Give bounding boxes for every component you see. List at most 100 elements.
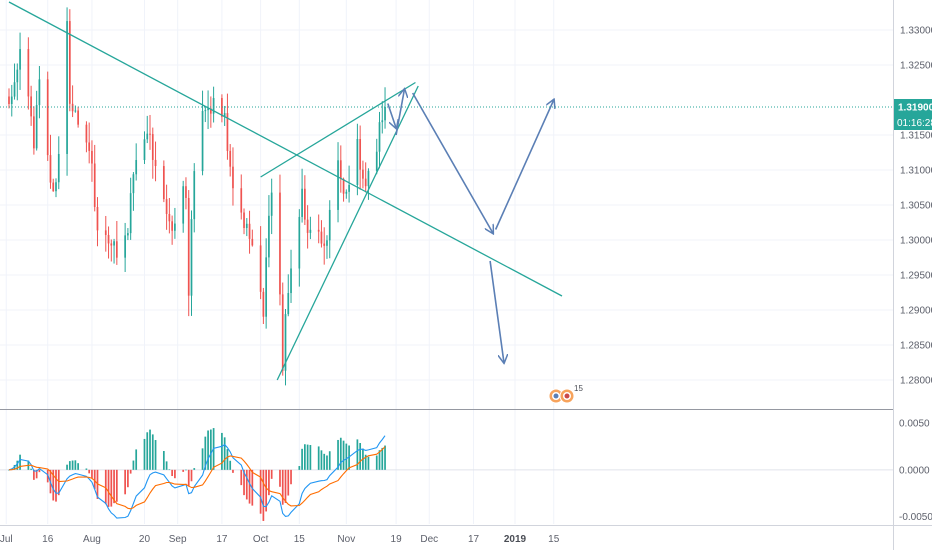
candle bbox=[378, 111, 381, 169]
candle-body bbox=[113, 241, 115, 246]
candle-body bbox=[96, 206, 99, 231]
time-tick-label: 17 bbox=[216, 534, 228, 545]
histogram-bar bbox=[201, 448, 204, 470]
projection-arrow[interactable] bbox=[395, 90, 404, 136]
time-tick-label: Sep bbox=[169, 534, 187, 545]
candle bbox=[364, 162, 367, 193]
candle bbox=[143, 131, 146, 164]
candle bbox=[320, 220, 323, 248]
price-tick-label: 1.30000 bbox=[900, 236, 932, 247]
svg-text:15: 15 bbox=[574, 384, 583, 393]
candle-body bbox=[146, 133, 149, 140]
candle-body bbox=[364, 178, 367, 187]
candle bbox=[326, 235, 328, 259]
histogram-bar bbox=[38, 469, 41, 473]
candle-body bbox=[174, 223, 176, 231]
histogram-bar bbox=[190, 469, 193, 482]
time-tick-label: 19 bbox=[391, 534, 403, 545]
candle bbox=[49, 134, 52, 189]
candle-body bbox=[268, 215, 270, 258]
candle bbox=[154, 141, 157, 182]
candle bbox=[342, 177, 345, 202]
candle bbox=[8, 88, 10, 109]
candle bbox=[362, 160, 364, 189]
candle-body bbox=[212, 98, 215, 114]
price-axis[interactable]: 1.33000 1.32500 1.31500 1.31000 1.30500 1.300… bbox=[894, 26, 932, 387]
candle bbox=[339, 145, 342, 193]
histogram-bar bbox=[107, 469, 110, 507]
projection-arrow[interactable] bbox=[411, 92, 493, 233]
histogram-bar bbox=[381, 447, 384, 470]
candle bbox=[190, 210, 193, 316]
candle-body bbox=[342, 178, 345, 194]
candle bbox=[104, 215, 107, 252]
candle bbox=[27, 37, 30, 110]
candle bbox=[107, 226, 110, 259]
candle bbox=[248, 210, 251, 254]
candle bbox=[284, 309, 287, 386]
candle bbox=[77, 106, 79, 128]
indicator-axis[interactable]: 0.0050 0.0000 -0.0050 bbox=[899, 419, 932, 523]
histogram-bar bbox=[35, 469, 38, 479]
candle bbox=[13, 63, 16, 100]
current-price-label: 1.31900 bbox=[898, 103, 932, 114]
candle-body bbox=[201, 110, 204, 172]
candle bbox=[204, 106, 207, 123]
candle bbox=[303, 175, 306, 226]
histogram-bar bbox=[77, 463, 79, 470]
candle bbox=[110, 239, 113, 262]
time-tick-label: Aug bbox=[83, 534, 101, 545]
candle-body bbox=[384, 107, 386, 121]
candle bbox=[221, 94, 223, 123]
time-tick-label: 15 bbox=[294, 534, 306, 545]
candle bbox=[30, 85, 32, 126]
price-tick-label: 1.33000 bbox=[900, 26, 932, 37]
candle-body bbox=[16, 69, 19, 83]
candle-body bbox=[279, 192, 281, 295]
projection-arrow[interactable] bbox=[489, 260, 504, 363]
histogram-bar bbox=[68, 461, 71, 470]
candle-body bbox=[168, 213, 171, 222]
projection-arrow[interactable] bbox=[494, 100, 554, 230]
candle bbox=[209, 96, 212, 128]
trendline[interactable] bbox=[8, 1, 563, 297]
histogram-bar bbox=[71, 460, 74, 470]
candle-body bbox=[91, 150, 93, 164]
histogram-bar bbox=[168, 469, 171, 471]
candle-body bbox=[193, 171, 196, 220]
time-axis[interactable]: Jul 16 Aug 20 Sep 17 Oct 15 Nov 19 Dec 17 2019 15 bbox=[0, 534, 560, 545]
countdown-label: 01:16:28 bbox=[897, 118, 932, 129]
candle-body bbox=[151, 134, 154, 160]
events-icon[interactable]: 15 bbox=[548, 384, 583, 404]
candle-body bbox=[10, 96, 13, 105]
candle-body bbox=[68, 21, 71, 104]
histogram-bar bbox=[221, 432, 223, 470]
histogram-bar bbox=[204, 436, 207, 470]
candle bbox=[146, 115, 149, 144]
projection-arrow[interactable] bbox=[387, 103, 396, 129]
trendline[interactable] bbox=[260, 81, 416, 178]
histogram-bar bbox=[143, 438, 146, 470]
candle bbox=[337, 142, 339, 223]
candle-body bbox=[240, 188, 243, 213]
price-pane bbox=[8, 7, 386, 386]
candle-body bbox=[129, 193, 132, 234]
histogram-bar bbox=[182, 469, 185, 472]
candle bbox=[68, 9, 71, 112]
candle-body bbox=[104, 230, 107, 235]
candle-body bbox=[71, 103, 74, 112]
trendline[interactable] bbox=[276, 85, 419, 381]
histogram-bar bbox=[154, 440, 157, 470]
candle bbox=[262, 287, 265, 325]
histogram-bar bbox=[52, 469, 55, 501]
candle-body bbox=[162, 166, 165, 200]
time-tick-label: Dec bbox=[420, 534, 438, 545]
histogram-bar bbox=[367, 456, 370, 470]
histogram-bar bbox=[245, 469, 248, 500]
candle bbox=[226, 93, 229, 160]
histogram-bar bbox=[185, 469, 187, 471]
price-tick-label: 1.31500 bbox=[900, 131, 932, 142]
candle-body bbox=[107, 234, 110, 244]
candle-body bbox=[46, 79, 49, 156]
